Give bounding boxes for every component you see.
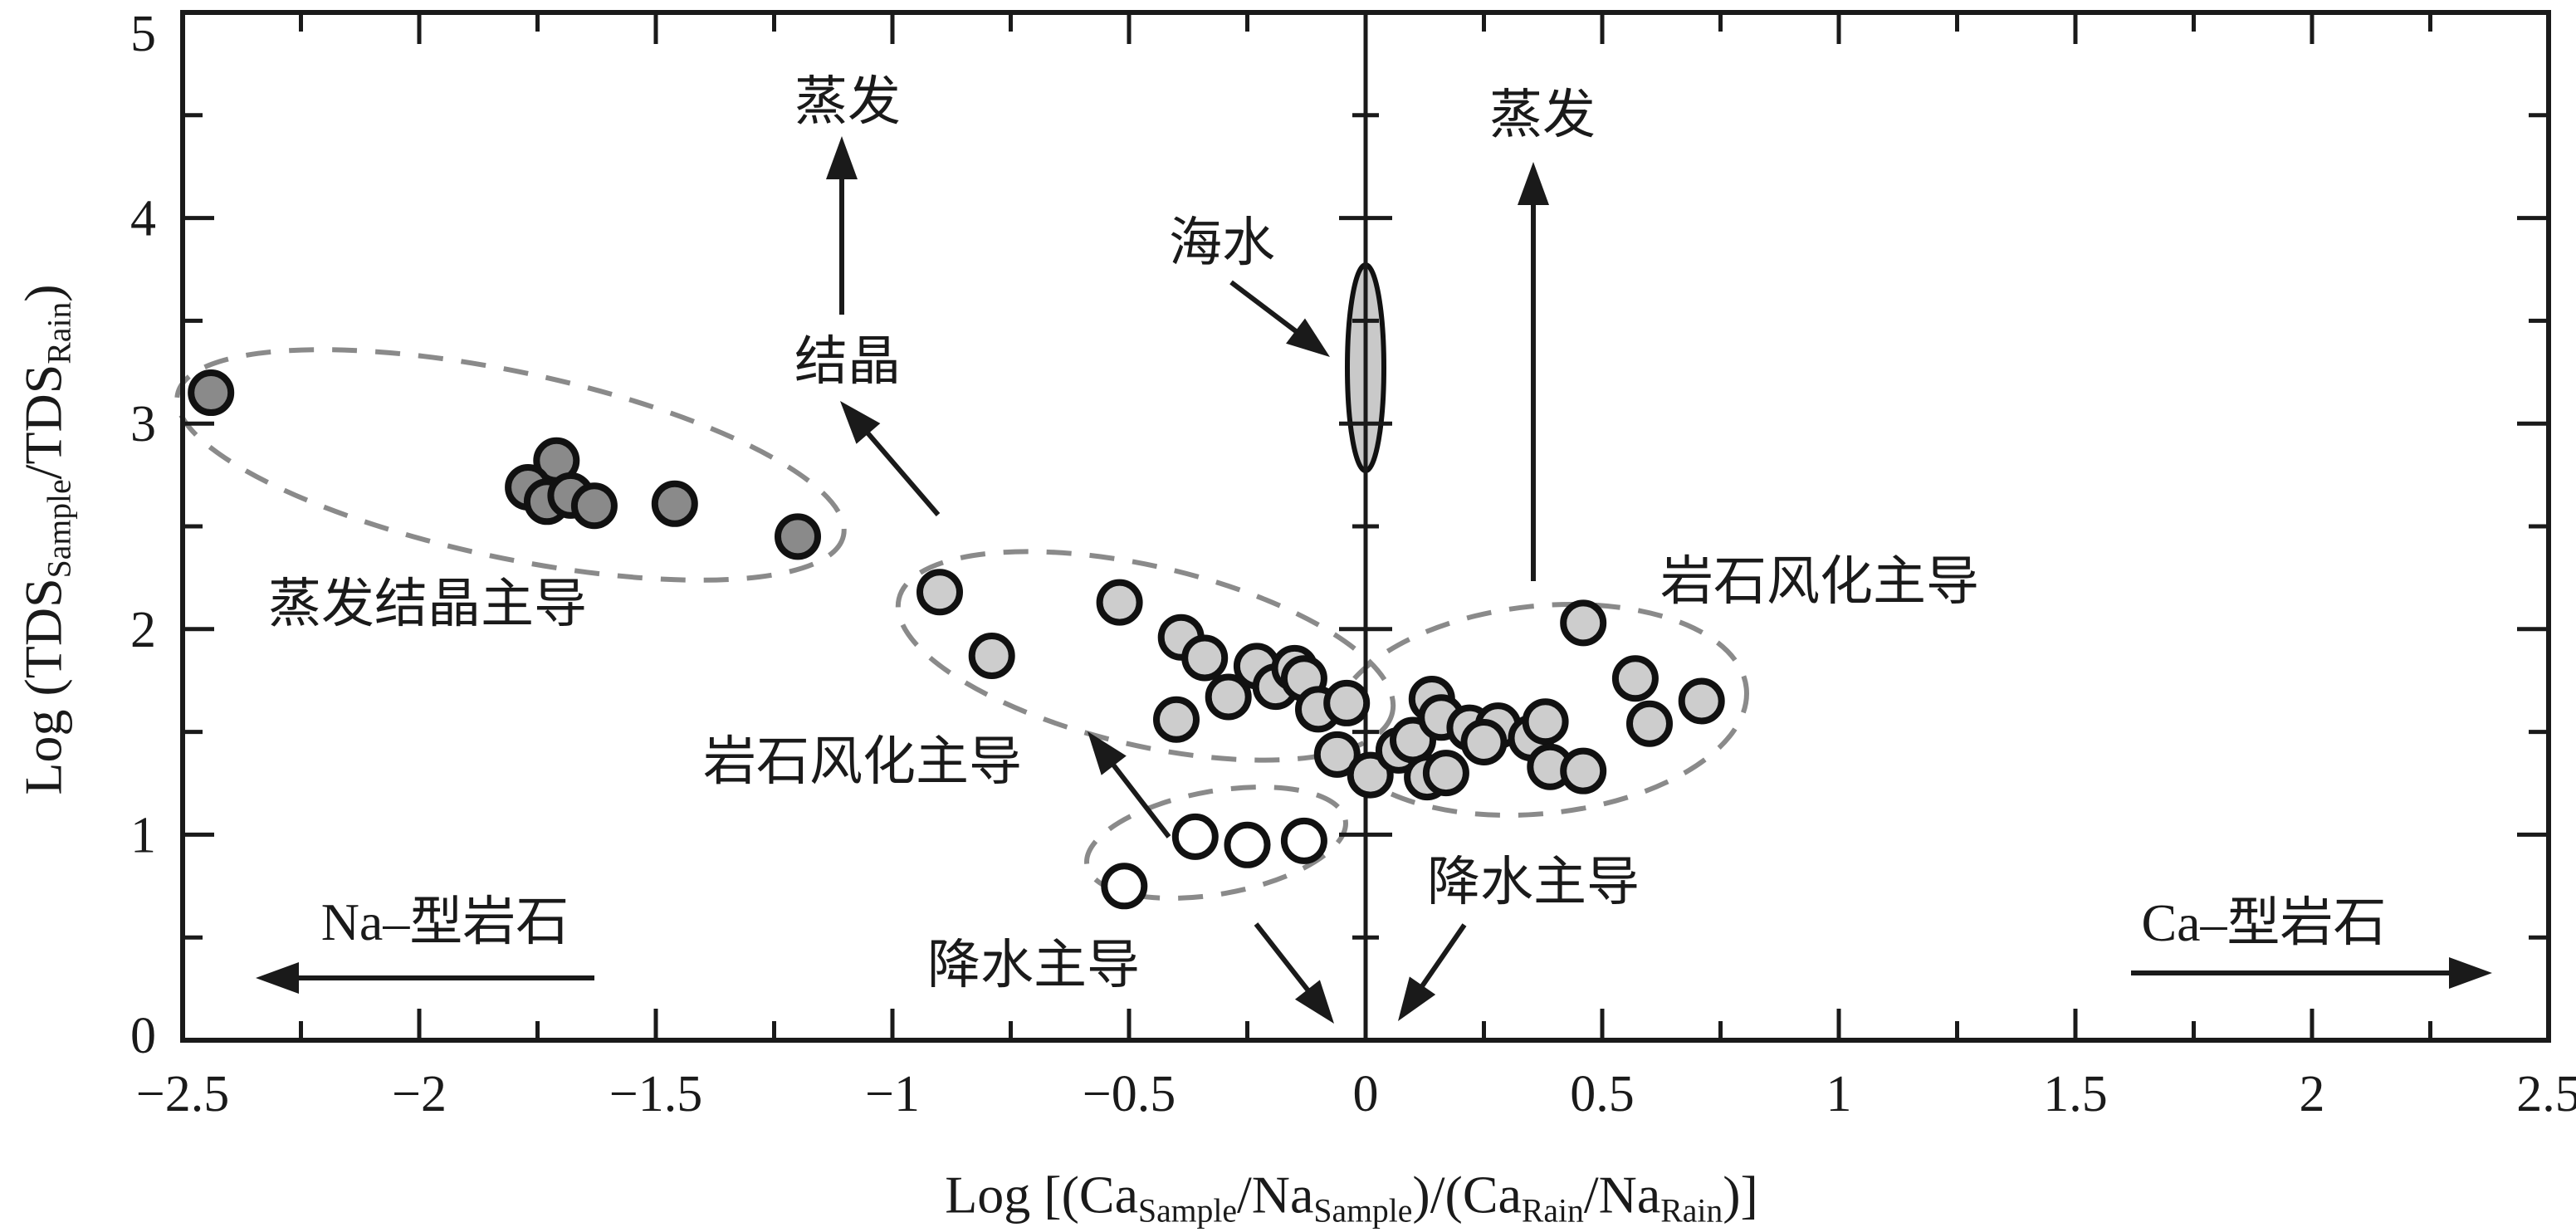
evaporation-arrow-right [1518,162,1549,581]
data-point [188,369,235,417]
label-crystallization: 结晶 [794,332,901,391]
cluster-outlines [174,347,1749,901]
x-title-subscript: Rain [1521,1192,1584,1230]
label-evaporation-crystallization-dominated: 蒸发结晶主导 [268,574,587,633]
data-point [1224,821,1271,868]
x-title-subscript: Sample [1313,1192,1413,1230]
data-point [968,632,1015,679]
y-tick-label: 5 [130,6,156,62]
y-title-subscript: Sample [41,479,78,579]
y-tick-label: 2 [130,602,156,658]
x-title-part: /Na [1237,1165,1314,1225]
label-rock-weathering-dominated-left: 岩石风化主导 [703,732,1022,791]
x-tick-label: 0.5 [1570,1066,1635,1122]
series [1101,813,1327,910]
y-tick-label: 4 [130,191,156,247]
x-tick-label: 1.5 [2043,1066,2108,1122]
x-tick-label: 2.5 [2516,1066,2576,1122]
y-title-subscript: Rain [41,301,78,364]
series [188,369,821,560]
to-origin-arrow-right [1398,923,1467,1021]
y-tick-labels: 0 1 2 3 4 5 [130,6,156,1064]
series [917,569,1371,743]
data-point [570,482,618,530]
precipitation-to-weathering-arrow [1088,731,1171,838]
cluster-outline [895,549,1396,763]
x-title-part: )] [1723,1165,1758,1225]
cluster-outline [1331,601,1749,819]
data-point [1626,700,1673,747]
data-point [1171,813,1219,860]
cluster-outline [1084,785,1348,901]
data-point [1422,750,1469,797]
label-precipitation-dominated-right: 降水主导 [1427,853,1640,912]
y-title-part: Log (TDS [13,578,73,795]
y-title-part: ) [13,284,73,302]
data-point [917,569,963,616]
label-ca-type-rock: Ca–型岩石 [2141,893,2387,952]
x-tick-label: −2.5 [136,1066,229,1122]
x-title-part: Log [(Ca [945,1165,1138,1225]
center-axis [1339,12,1392,1040]
x-title-part: /Na [1583,1165,1661,1225]
data-point [1460,718,1508,765]
x-tick-label: −2 [392,1066,447,1122]
seawater-pointer-arrow [1229,280,1330,357]
data-point [1678,677,1725,725]
label-evaporation-left: 蒸发 [794,72,901,131]
data-point [1096,579,1143,626]
label-rock-weathering-dominated-right: 岩石风化主导 [1660,552,1979,611]
label-na-type-rock: Na–型岩石 [320,892,569,951]
y-tick-label: 3 [130,396,156,452]
y-title-part: /TDS [13,364,73,480]
data-point [1560,599,1607,647]
na-rock-direction-arrow [256,962,594,994]
data-point [1280,817,1327,864]
x-tick-label: −0.5 [1083,1066,1176,1122]
x-axis-title: Log [(CaSample/NaSample)/(CaRain/NaRain)… [945,1164,1758,1230]
label-evaporation-right: 蒸发 [1489,86,1596,144]
x-tick-label: 1 [1826,1066,1852,1122]
series [1313,599,1725,801]
x-axis-ticks [299,12,2432,1040]
y-tick-label: 1 [130,807,156,863]
x-title-part: )/(Ca [1412,1165,1522,1225]
data-point [1101,863,1148,910]
data-point [1347,751,1394,799]
data-point [651,480,698,527]
x-tick-label: −1.5 [609,1066,702,1122]
data-point [1205,673,1252,721]
x-tick-label: 2 [2300,1066,2325,1122]
data-point [1153,696,1200,743]
evaporation-arrow-left [826,136,858,315]
data-point [1560,747,1607,794]
data-point [1522,698,1569,746]
label-seawater: 海水 [1169,213,1275,272]
crystallization-arrow [840,401,941,516]
y-axis-title: Log (TDSSample/TDSRain) [12,284,78,794]
y-tick-label: 0 [130,1008,156,1064]
cluster-outline [174,347,847,583]
data-point [1181,634,1229,682]
data-point [775,513,821,560]
x-title-subscript: Sample [1138,1192,1237,1230]
data-point [1313,731,1361,778]
annotation-arrows [256,136,2492,1024]
y-axis-ticks [183,113,2549,940]
x-tick-label: 0 [1353,1066,1379,1122]
label-precipitation-dominated-left: 降水主导 [927,936,1140,995]
x-tick-label: −1 [865,1066,920,1122]
x-title-subscript: Rain [1660,1192,1723,1230]
to-origin-arrow-left [1254,922,1334,1024]
ca-rock-direction-arrow [2131,957,2492,989]
data-point [1323,679,1371,726]
data-point [1611,655,1659,702]
x-tick-labels: −2.5 −2 −1.5 −1 −0.5 0 0.5 1 1.5 2 2.5 [136,1066,2576,1122]
